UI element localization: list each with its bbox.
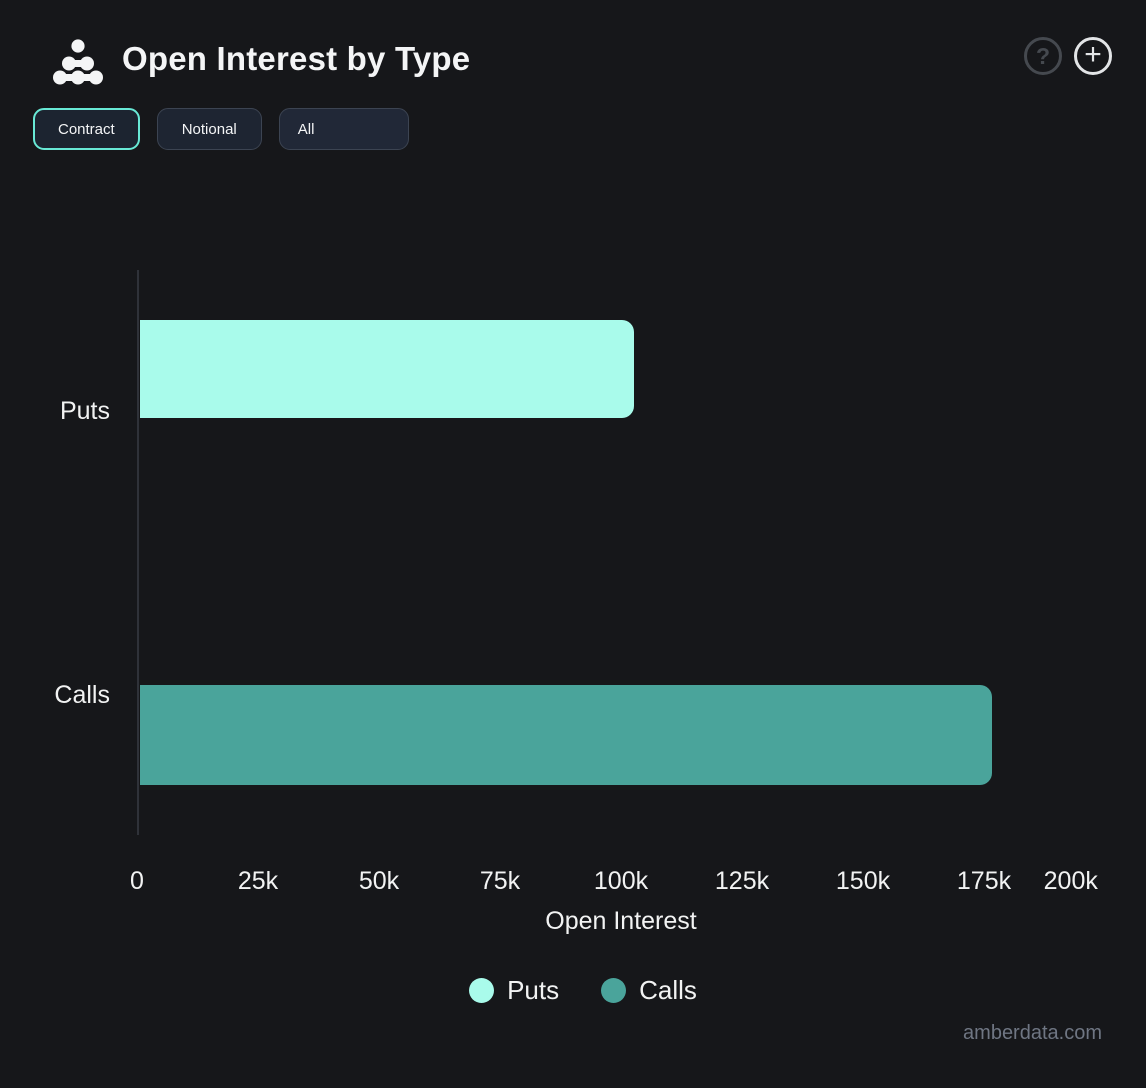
header-actions: ? + bbox=[1024, 37, 1112, 75]
bar-calls[interactable] bbox=[140, 685, 992, 785]
x-tick-label: 175k bbox=[956, 867, 1012, 895]
y-axis-line bbox=[137, 270, 139, 835]
page-title: Open Interest by Type bbox=[122, 40, 471, 77]
x-tick-label: 100k bbox=[593, 867, 649, 895]
help-icon[interactable]: ? bbox=[1024, 37, 1062, 75]
legend-swatch bbox=[601, 978, 627, 1003]
x-tick-label: 150k bbox=[835, 867, 891, 895]
filter-dropdown[interactable]: All bbox=[278, 108, 409, 150]
bar-puts[interactable] bbox=[140, 320, 634, 418]
toolbar: Contract Notional All bbox=[33, 108, 409, 150]
add-icon[interactable]: + bbox=[1074, 37, 1112, 75]
help-glyph: ? bbox=[1035, 42, 1051, 69]
x-tick-label: 25k bbox=[237, 867, 279, 895]
notional-toggle-button[interactable]: Notional bbox=[156, 108, 262, 150]
y-tick-label: Calls bbox=[54, 681, 110, 709]
x-tick-label: 200k bbox=[1043, 867, 1098, 895]
x-tick-label: 75k bbox=[479, 867, 521, 895]
contract-toggle-button[interactable]: Contract bbox=[33, 108, 140, 150]
cluster-dots-icon bbox=[53, 39, 103, 85]
legend-swatch bbox=[469, 978, 495, 1003]
x-tick-label: 50k bbox=[358, 867, 400, 895]
x-tick-label: 0 bbox=[130, 867, 144, 895]
y-tick-label: Puts bbox=[59, 397, 110, 425]
header: Open Interest by Type ? + bbox=[0, 0, 1146, 96]
legend-label: Calls bbox=[639, 975, 697, 1005]
legend-item-calls[interactable]: Calls bbox=[601, 975, 697, 1006]
x-axis-title: Open Interest bbox=[545, 907, 697, 935]
chart-legend: Puts Calls bbox=[0, 975, 1146, 1006]
watermark: amberdata.com bbox=[963, 1022, 1102, 1044]
legend-item-puts[interactable]: Puts bbox=[469, 975, 559, 1006]
x-tick-label: 125k bbox=[714, 867, 770, 895]
legend-label: Puts bbox=[507, 975, 560, 1005]
